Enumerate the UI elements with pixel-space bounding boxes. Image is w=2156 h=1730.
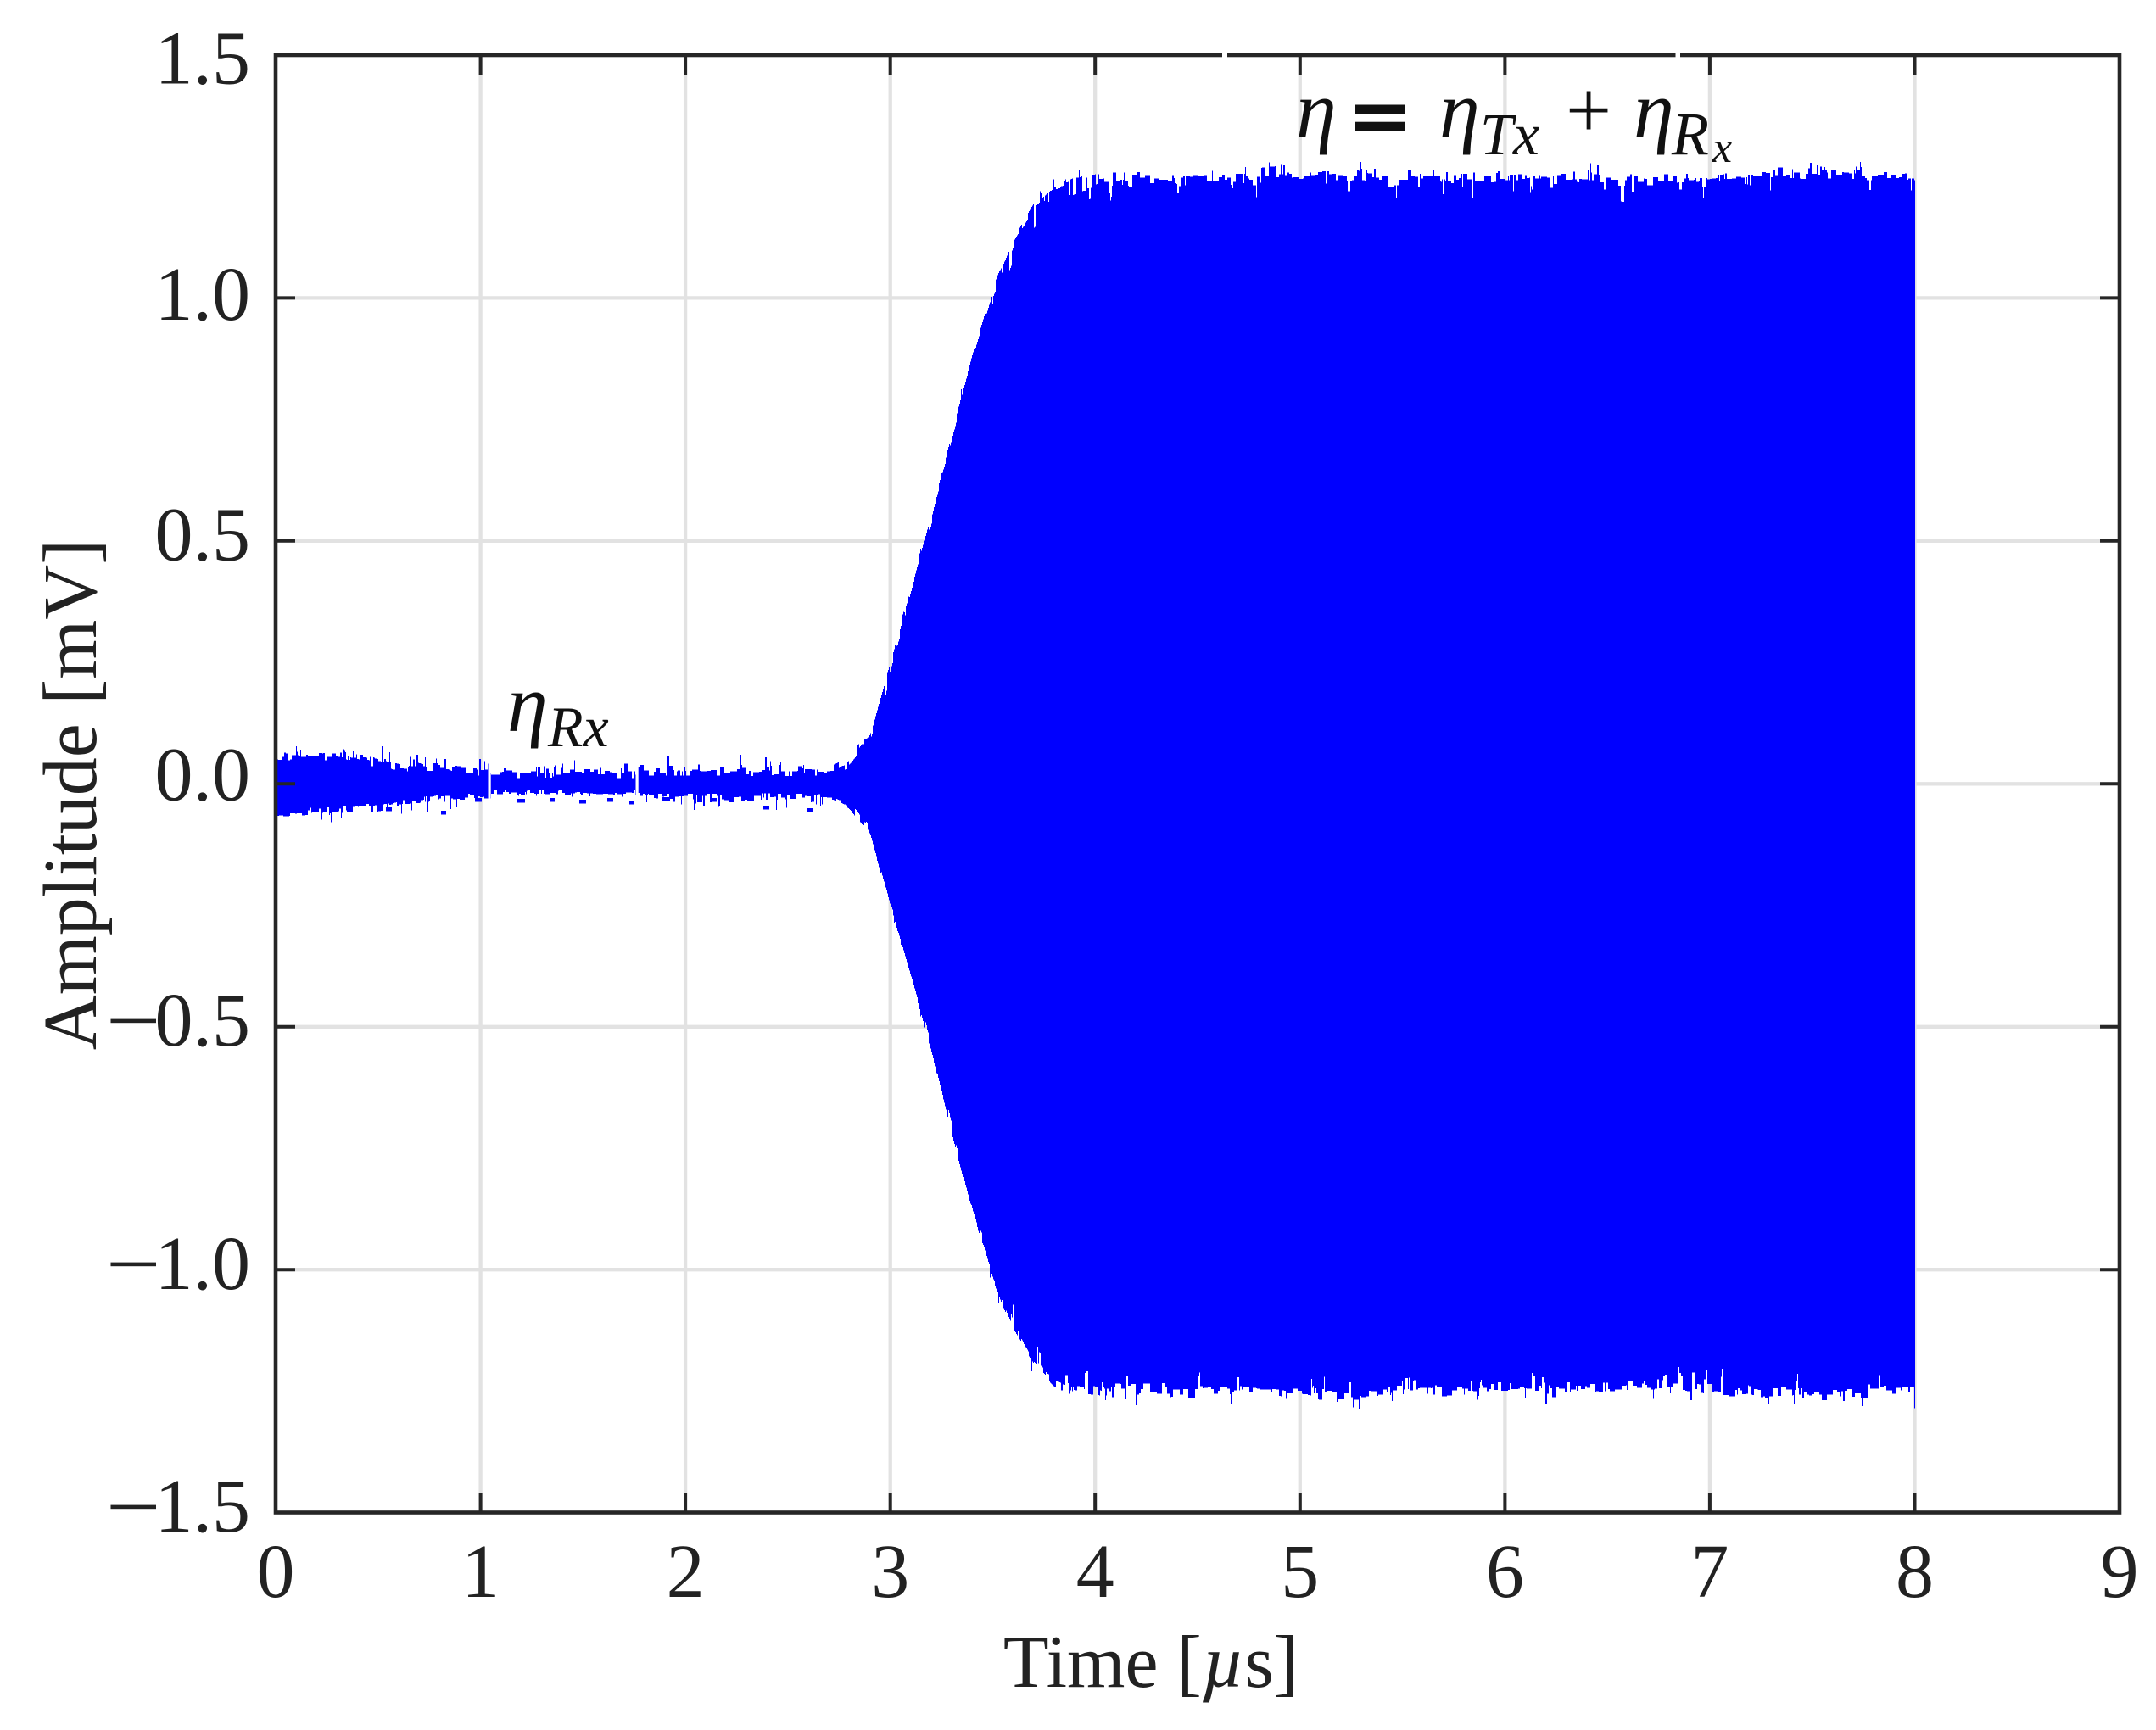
svg-text:1.0: 1.0 <box>155 253 251 337</box>
svg-text:1.5: 1.5 <box>155 17 251 101</box>
svg-text:0.5: 0.5 <box>155 979 251 1063</box>
svg-text:Amplitude [mV]: Amplitude [mV] <box>29 539 113 1050</box>
svg-text:R: R <box>1671 100 1709 168</box>
svg-text:Time [µs]: Time [µs] <box>1003 1621 1299 1704</box>
svg-text:+: + <box>1566 64 1611 155</box>
svg-text:9: 9 <box>2101 1530 2139 1614</box>
svg-text:5: 5 <box>1281 1530 1319 1614</box>
svg-text:Tx: Tx <box>1480 103 1539 168</box>
svg-text:x: x <box>1712 124 1732 172</box>
svg-text:η: η <box>1296 64 1337 155</box>
svg-text:η: η <box>507 658 548 749</box>
svg-text:1: 1 <box>461 1530 500 1614</box>
svg-text:1.5: 1.5 <box>155 1465 251 1549</box>
svg-text:η: η <box>1634 64 1674 155</box>
svg-text:8: 8 <box>1896 1530 1934 1614</box>
svg-text:6: 6 <box>1486 1530 1524 1614</box>
svg-text:η: η <box>1439 64 1480 155</box>
svg-text:1.0: 1.0 <box>155 1222 251 1306</box>
svg-text:Rx: Rx <box>547 695 609 759</box>
svg-text:3: 3 <box>871 1530 909 1614</box>
svg-text:0: 0 <box>257 1530 295 1614</box>
svg-text:7: 7 <box>1690 1530 1729 1614</box>
svg-text:4: 4 <box>1076 1530 1114 1614</box>
svg-text:0.5: 0.5 <box>155 494 251 578</box>
svg-text:0.0: 0.0 <box>155 734 251 818</box>
svg-text:2: 2 <box>667 1530 705 1614</box>
